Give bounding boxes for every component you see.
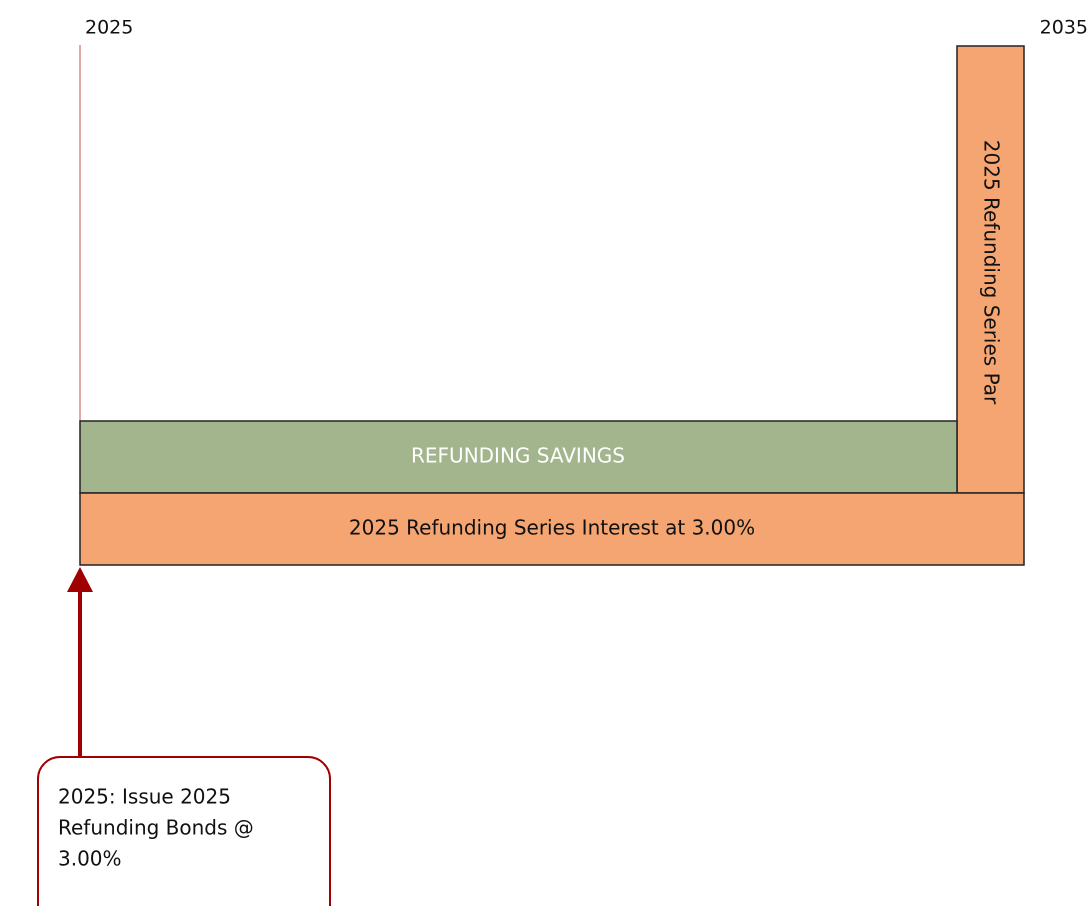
start-year-label: 2025: [85, 17, 133, 39]
interest-label: 2025 Refunding Series Interest at 3.00%: [349, 516, 755, 540]
arrow-head: [67, 567, 93, 592]
par-label: 2025 Refunding Series Par: [980, 140, 1004, 405]
end-year-label: 2035: [1040, 17, 1088, 39]
callout-line: 2025: Issue 2025: [58, 785, 231, 809]
savings-label: REFUNDING SAVINGS: [411, 444, 625, 468]
callout-box: [37, 756, 331, 906]
callout-line: 3.00%: [58, 847, 122, 871]
savings-block: [79, 420, 958, 494]
interest-block: [79, 492, 1025, 566]
callout-line: Refunding Bonds @: [58, 816, 254, 840]
